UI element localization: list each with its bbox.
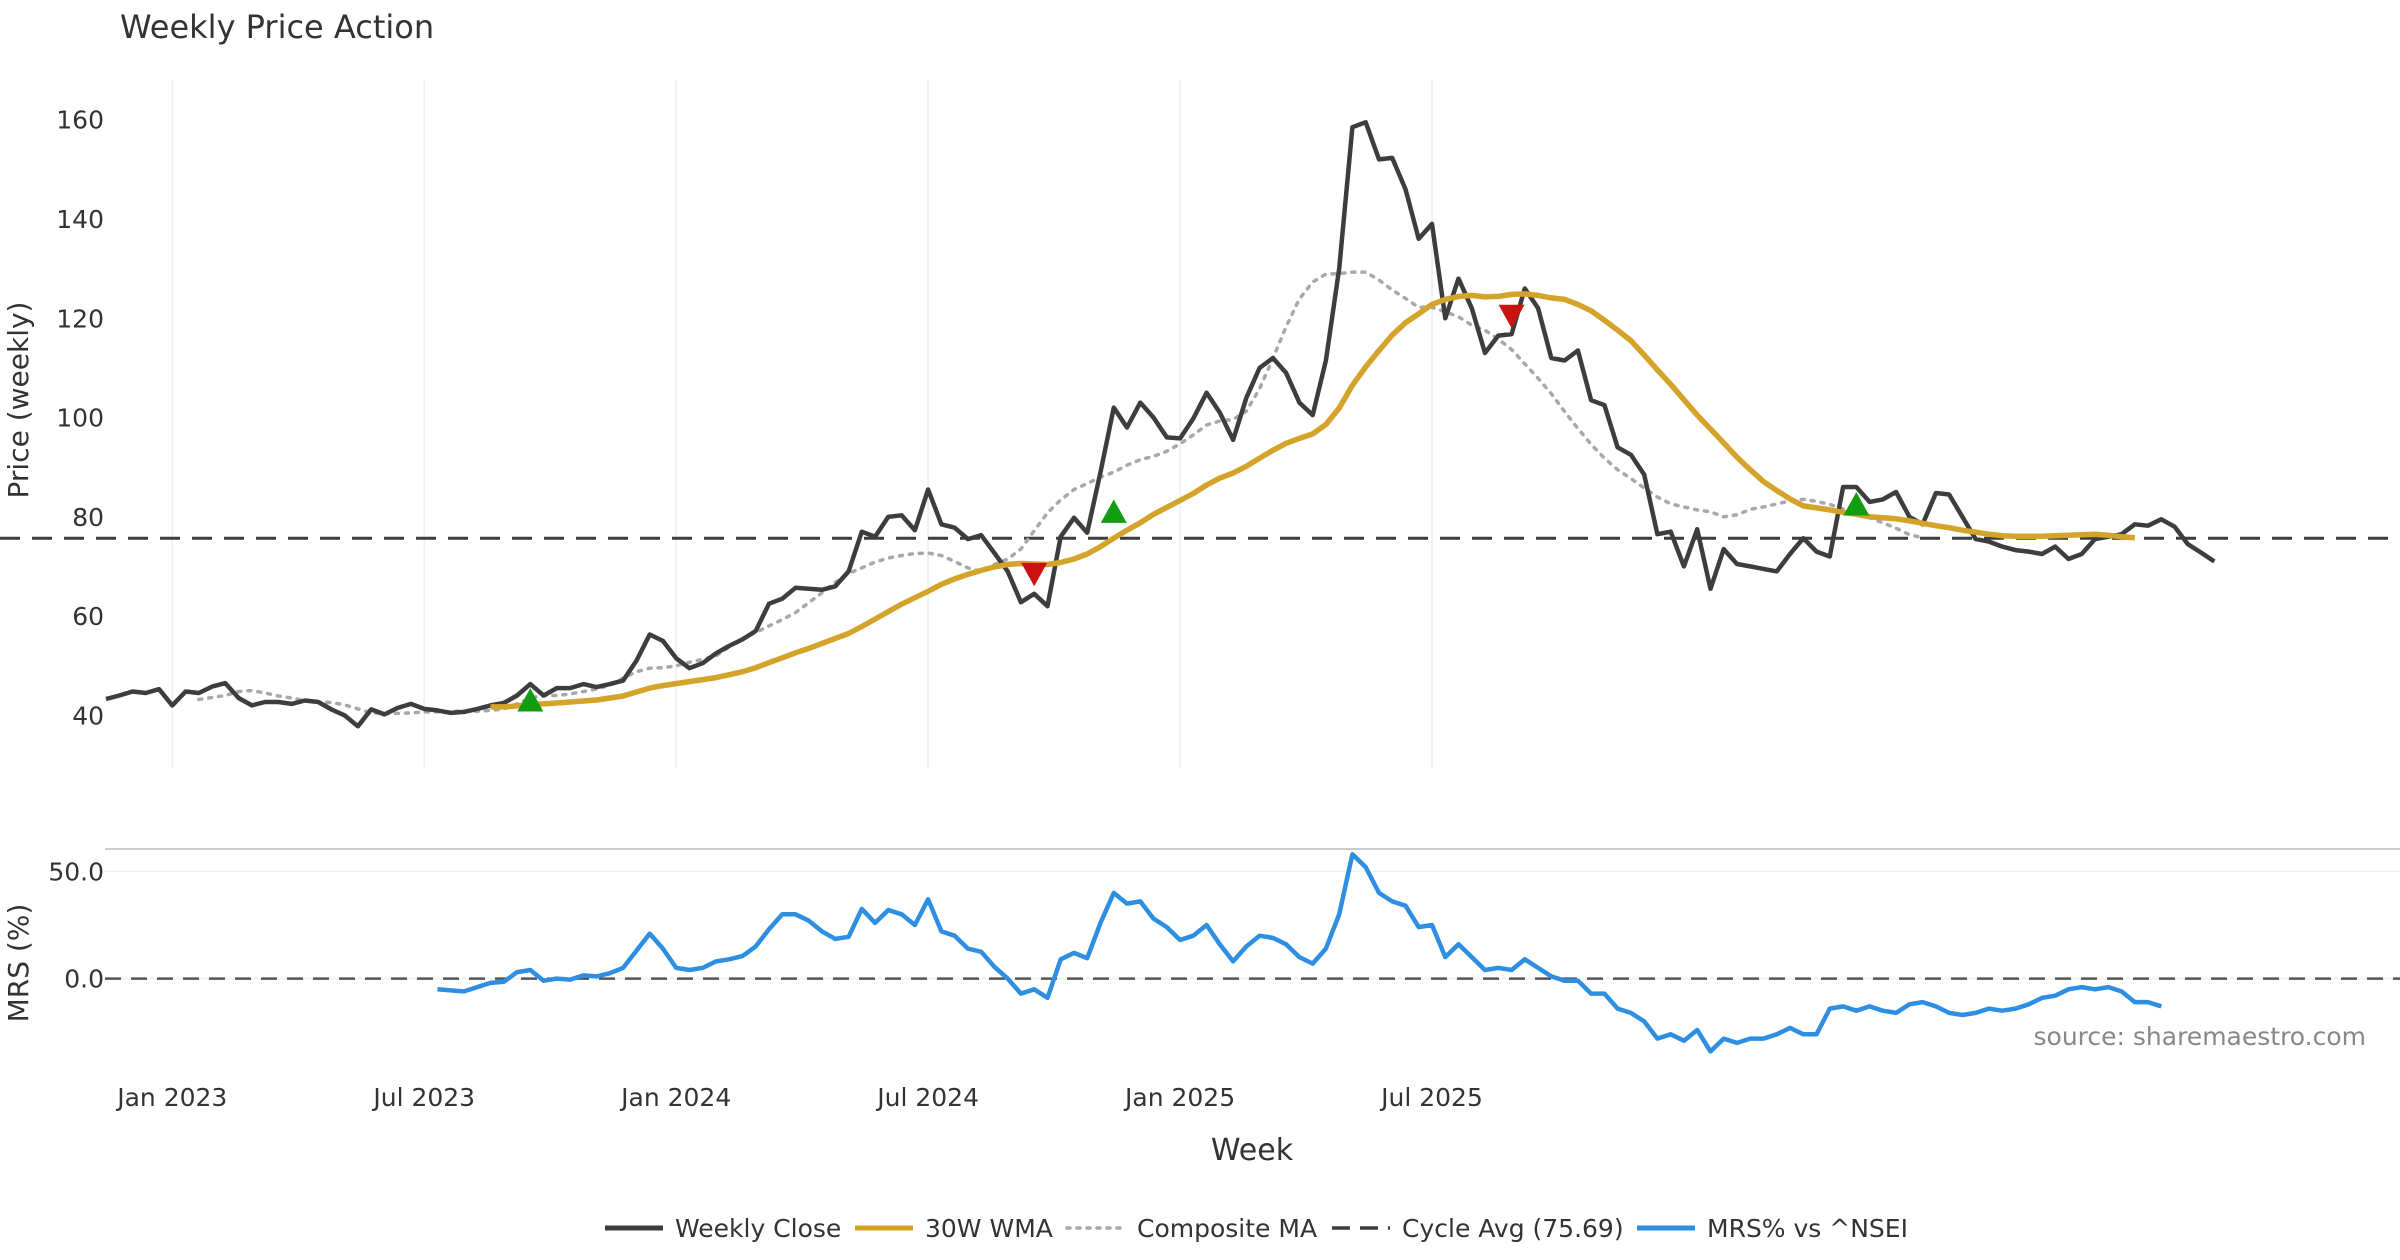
- buy-signal-marker: [1843, 492, 1870, 516]
- composite-ma-line: [197, 270, 1925, 716]
- mrs-y-tick-labels: 50.0 0.0: [48, 857, 104, 993]
- price-y-tick-label: 120: [56, 304, 104, 333]
- price-panel: 40 60 80 100 120 140 160 Price (weekly): [0, 80, 2400, 768]
- x-tick-label: Jan 2023: [115, 1083, 227, 1112]
- legend: Weekly Close 30W WMA Composite MA Cycle Avg…: [605, 1214, 1908, 1243]
- legend-label: Composite MA: [1137, 1214, 1317, 1243]
- price-y-axis-label: Price (weekly): [2, 302, 35, 499]
- chart-title: Weekly Price Action: [120, 8, 434, 46]
- price-vertical-gridlines: [171, 80, 1433, 768]
- buy-signal-marker: [517, 688, 544, 712]
- mrs-y-tick-label: 0.0: [64, 965, 104, 994]
- x-tick-label: Jan 2024: [619, 1083, 731, 1112]
- x-tick-label: Jul 2024: [875, 1083, 979, 1112]
- price-y-tick-label: 160: [56, 106, 104, 135]
- legend-label: Cycle Avg (75.69): [1402, 1214, 1624, 1243]
- mrs-y-axis-label: MRS (%): [2, 904, 35, 1023]
- source-note: source: sharemaestro.com: [2034, 1022, 2367, 1051]
- buy-signal-marker: [1100, 499, 1127, 523]
- x-tick-label: Jul 2023: [371, 1083, 475, 1112]
- x-tick-label: Jul 2025: [1379, 1083, 1483, 1112]
- legend-label: 30W WMA: [925, 1214, 1053, 1243]
- x-tick-label: Jan 2025: [1123, 1083, 1235, 1112]
- sell-signal-marker: [1021, 562, 1048, 587]
- price-y-tick-label: 40: [72, 701, 104, 730]
- price-y-tick-label: 100: [56, 404, 104, 433]
- legend-label: MRS% vs ^NSEI: [1707, 1214, 1908, 1243]
- legend-label: Weekly Close: [675, 1214, 841, 1243]
- mrs-y-tick-label: 50.0: [48, 857, 104, 886]
- price-y-tick-label: 80: [72, 503, 104, 532]
- price-y-tick-labels: 40 60 80 100 120 140 160: [56, 106, 104, 731]
- weekly-close-line: [105, 119, 2216, 729]
- mrs-panel: 50.0 0.0 MRS (%) source: sharemaestro.com: [2, 848, 2400, 1054]
- x-axis-label: Week: [1211, 1133, 1294, 1168]
- x-axis-tick-labels: Jan 2023 Jul 2023 Jan 2024 Jul 2024 Jan 2025…: [115, 1083, 1483, 1112]
- sell-signal-marker: [1498, 304, 1525, 329]
- signal-markers: [517, 304, 1870, 712]
- price-y-tick-label: 60: [72, 602, 104, 631]
- mrs-line: [437, 852, 2162, 1054]
- price-y-tick-label: 140: [56, 205, 104, 234]
